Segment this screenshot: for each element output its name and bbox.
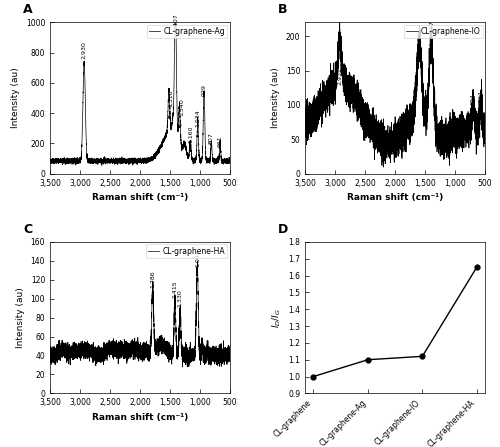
- Y-axis label: $I_D/I_G$: $I_D/I_G$: [270, 308, 282, 328]
- Legend: CL-graphene-Ag: CL-graphene-Ag: [146, 25, 228, 38]
- X-axis label: Raman shift (cm⁻¹): Raman shift (cm⁻¹): [92, 193, 188, 202]
- Text: D: D: [278, 223, 288, 236]
- Text: 1,034: 1,034: [196, 109, 200, 127]
- X-axis label: Raman shift (cm⁻¹): Raman shift (cm⁻¹): [92, 413, 188, 422]
- Text: 1,397: 1,397: [429, 20, 434, 38]
- Legend: CL-graphene-HA: CL-graphene-HA: [146, 244, 228, 258]
- Text: 1,340: 1,340: [178, 98, 184, 128]
- Text: 1,596: 1,596: [417, 36, 422, 54]
- Text: 1,160: 1,160: [188, 125, 192, 143]
- Text: 807: 807: [209, 132, 214, 144]
- X-axis label: Raman shift (cm⁻¹): Raman shift (cm⁻¹): [347, 193, 443, 202]
- Y-axis label: Intensity (au): Intensity (au): [11, 67, 20, 128]
- Text: 564: 564: [478, 90, 484, 102]
- Text: 2,930: 2,930: [82, 41, 86, 59]
- Text: 661: 661: [218, 135, 222, 147]
- Legend: CL-graphene-IO: CL-graphene-IO: [404, 25, 482, 38]
- Text: 1,415: 1,415: [172, 280, 178, 298]
- Text: 694: 694: [471, 93, 476, 105]
- Text: 1,786: 1,786: [150, 270, 155, 288]
- Text: 1,330: 1,330: [178, 289, 182, 307]
- Text: C: C: [23, 223, 32, 236]
- Text: 1,042: 1,042: [195, 249, 200, 267]
- Text: 2,931: 2,931: [337, 67, 342, 85]
- Y-axis label: Intensity (au): Intensity (au): [16, 287, 25, 348]
- Text: 929: 929: [202, 84, 206, 96]
- Text: 1,407: 1,407: [173, 14, 178, 31]
- Text: A: A: [23, 3, 32, 16]
- Text: B: B: [278, 3, 288, 16]
- Text: 1,516: 1,516: [168, 90, 173, 118]
- Y-axis label: Intensity (au): Intensity (au): [272, 67, 280, 128]
